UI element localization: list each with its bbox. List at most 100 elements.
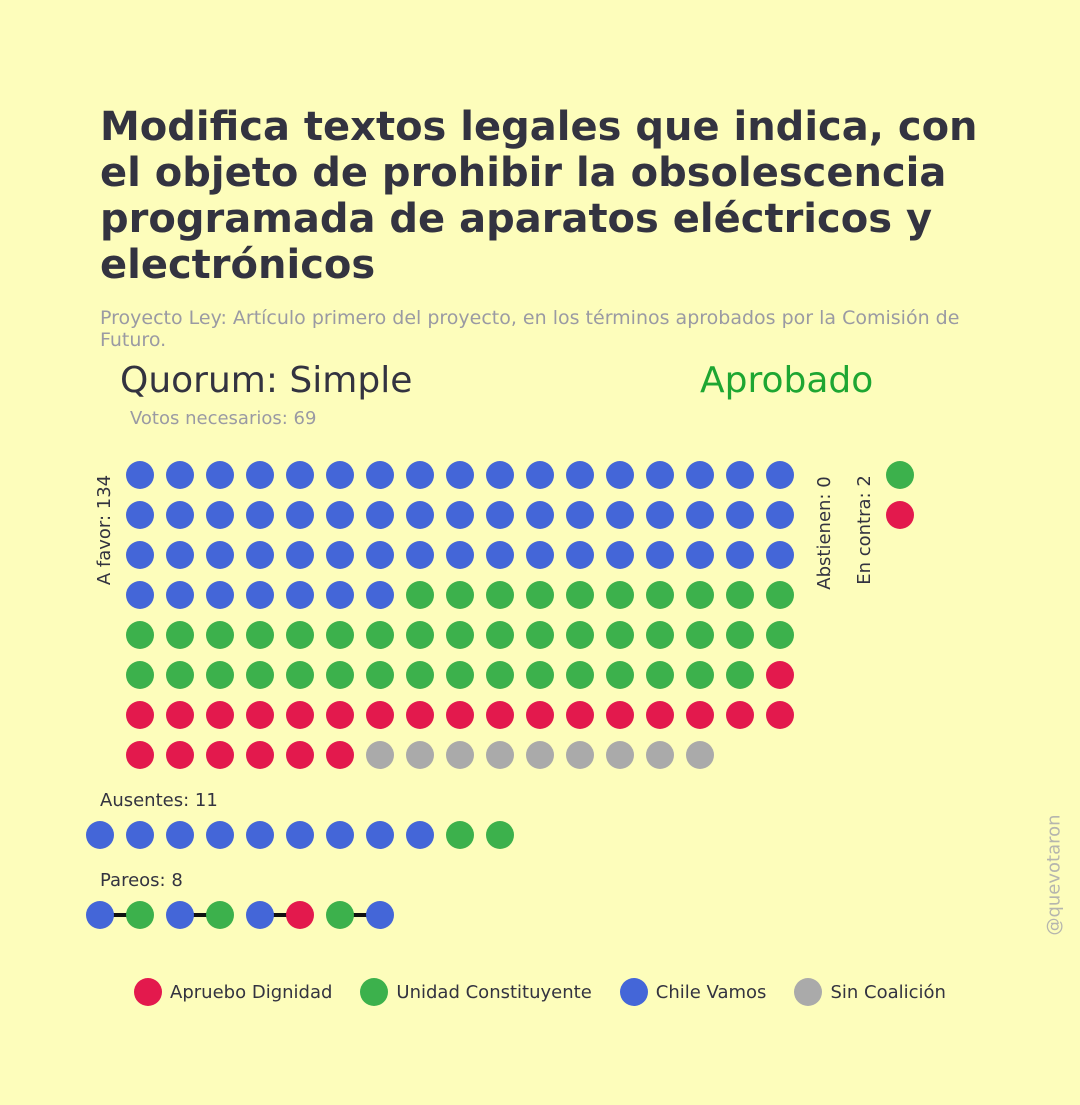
pareo-dot-chile-vamos: [246, 901, 274, 929]
a-favor-dot-unidad-constituyente: [606, 581, 634, 609]
a-favor-dot-chile-vamos: [406, 461, 434, 489]
a-favor-dot-chile-vamos: [206, 461, 234, 489]
a-favor-dot-chile-vamos: [166, 541, 194, 569]
legend-item-chile-vamos: Chile Vamos: [619, 978, 766, 1006]
ausentes-label: Ausentes: 11: [100, 790, 218, 811]
pareo-dot-chile-vamos: [166, 901, 194, 929]
a-favor-dot-apruebo-dignidad: [526, 701, 554, 729]
legend-label-apruebo-dignidad: Apruebo Dignidad: [170, 981, 333, 1003]
a-favor-dot-unidad-constituyente: [606, 661, 634, 689]
a-favor-dot-chile-vamos: [766, 461, 794, 489]
a-favor-dot-sin-coalicion: [686, 741, 714, 769]
a-favor-dot-unidad-constituyente: [646, 661, 674, 689]
a-favor-dot-chile-vamos: [406, 501, 434, 529]
en-contra-dot-apruebo-dignidad: [886, 501, 914, 529]
a-favor-dot-apruebo-dignidad: [206, 701, 234, 729]
a-favor-dot-unidad-constituyente: [566, 581, 594, 609]
a-favor-dot-chile-vamos: [446, 501, 474, 529]
ausentes-dot-chile-vamos: [126, 821, 154, 849]
a-favor-dot-unidad-constituyente: [166, 621, 194, 649]
a-favor-dot-unidad-constituyente: [646, 581, 674, 609]
a-favor-dot-chile-vamos: [366, 501, 394, 529]
legend-swatch-chile-vamos: [619, 978, 648, 1006]
a-favor-dot-unidad-constituyente: [206, 621, 234, 649]
a-favor-dot-chile-vamos: [246, 541, 274, 569]
chart-title: Modifica textos legales que indica, con …: [100, 104, 978, 288]
a-favor-dot-unidad-constituyente: [406, 581, 434, 609]
a-favor-dot-unidad-constituyente: [446, 661, 474, 689]
a-favor-dot-chile-vamos: [126, 541, 154, 569]
a-favor-dot-chile-vamos: [526, 501, 554, 529]
a-favor-dot-unidad-constituyente: [326, 621, 354, 649]
a-favor-dot-chile-vamos: [206, 581, 234, 609]
a-favor-dot-chile-vamos: [366, 541, 394, 569]
a-favor-dot-chile-vamos: [326, 581, 354, 609]
pareos-label: Pareos: 8: [100, 870, 183, 891]
a-favor-dot-apruebo-dignidad: [206, 741, 234, 769]
legend-label-unidad-constituyente: Unidad Constituyente: [396, 981, 592, 1003]
a-favor-dot-unidad-constituyente: [766, 621, 794, 649]
a-favor-dot-chile-vamos: [566, 541, 594, 569]
votes-needed: Votos necesarios: 69: [130, 408, 317, 429]
a-favor-dot-unidad-constituyente: [686, 581, 714, 609]
a-favor-dot-unidad-constituyente: [726, 581, 754, 609]
a-favor-dot-unidad-constituyente: [486, 581, 514, 609]
a-favor-dot-chile-vamos: [726, 501, 754, 529]
a-favor-dot-sin-coalicion: [606, 741, 634, 769]
a-favor-dot-apruebo-dignidad: [406, 701, 434, 729]
a-favor-dot-unidad-constituyente: [566, 661, 594, 689]
a-favor-dot-chile-vamos: [766, 541, 794, 569]
a-favor-dot-chile-vamos: [366, 461, 394, 489]
a-favor-dot-apruebo-dignidad: [286, 701, 314, 729]
a-favor-dot-unidad-constituyente: [486, 621, 514, 649]
a-favor-dot-unidad-constituyente: [406, 661, 434, 689]
ausentes-dot-unidad-constituyente: [446, 821, 474, 849]
a-favor-dot-chile-vamos: [286, 541, 314, 569]
quorum-label: Quorum: Simple: [120, 360, 413, 401]
a-favor-dot-chile-vamos: [606, 541, 634, 569]
abstienen-label: Abstienen: 0: [814, 476, 835, 589]
a-favor-dot-apruebo-dignidad: [246, 741, 274, 769]
a-favor-dot-chile-vamos: [486, 541, 514, 569]
a-favor-dot-unidad-constituyente: [766, 581, 794, 609]
a-favor-dot-unidad-constituyente: [686, 661, 714, 689]
result-label: Aprobado: [700, 360, 874, 401]
a-favor-dot-unidad-constituyente: [726, 621, 754, 649]
ausentes-dot-chile-vamos: [246, 821, 274, 849]
a-favor-dot-chile-vamos: [286, 581, 314, 609]
a-favor-dot-chile-vamos: [286, 501, 314, 529]
a-favor-dot-chile-vamos: [206, 541, 234, 569]
a-favor-dot-unidad-constituyente: [126, 661, 154, 689]
a-favor-dot-chile-vamos: [326, 541, 354, 569]
a-favor-dot-sin-coalicion: [646, 741, 674, 769]
a-favor-dot-chile-vamos: [166, 461, 194, 489]
a-favor-dot-unidad-constituyente: [406, 621, 434, 649]
a-favor-dot-unidad-constituyente: [526, 661, 554, 689]
a-favor-dot-unidad-constituyente: [286, 661, 314, 689]
a-favor-dot-apruebo-dignidad: [486, 701, 514, 729]
a-favor-dot-apruebo-dignidad: [166, 741, 194, 769]
en-contra-dot-unidad-constituyente: [886, 461, 914, 489]
a-favor-dot-chile-vamos: [486, 501, 514, 529]
a-favor-dot-apruebo-dignidad: [566, 701, 594, 729]
a-favor-dot-chile-vamos: [646, 541, 674, 569]
a-favor-dot-apruebo-dignidad: [646, 701, 674, 729]
legend-item-apruebo-dignidad: Apruebo Dignidad: [134, 978, 332, 1006]
a-favor-dot-unidad-constituyente: [326, 661, 354, 689]
a-favor-dot-unidad-constituyente: [286, 621, 314, 649]
ausentes-dot-chile-vamos: [166, 821, 194, 849]
ausentes-dot-chile-vamos: [406, 821, 434, 849]
a-favor-dot-chile-vamos: [526, 461, 554, 489]
a-favor-dot-sin-coalicion: [526, 741, 554, 769]
a-favor-dot-chile-vamos: [246, 461, 274, 489]
a-favor-dot-apruebo-dignidad: [246, 701, 274, 729]
a-favor-dot-unidad-constituyente: [446, 621, 474, 649]
a-favor-dot-apruebo-dignidad: [766, 701, 794, 729]
pareo-dot-unidad-constituyente: [326, 901, 354, 929]
legend-label-sin-coalicion: Sin Coalición: [830, 981, 946, 1003]
a-favor-dot-unidad-constituyente: [606, 621, 634, 649]
a-favor-dot-chile-vamos: [326, 461, 354, 489]
a-favor-dot-chile-vamos: [126, 581, 154, 609]
a-favor-dot-unidad-constituyente: [566, 621, 594, 649]
ausentes-dot-chile-vamos: [286, 821, 314, 849]
